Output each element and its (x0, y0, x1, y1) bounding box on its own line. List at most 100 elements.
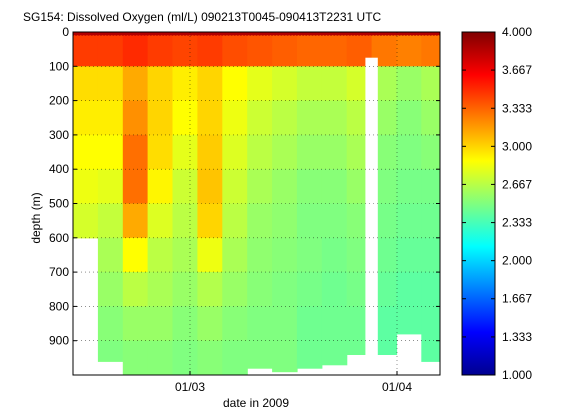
x-tick-label: 01/04 (382, 380, 412, 394)
heatmap-cell (73, 100, 99, 136)
heatmap-cell (97, 340, 124, 362)
heatmap-cell (197, 134, 223, 170)
heatmap-cell (147, 66, 174, 102)
heatmap-cell (172, 32, 198, 67)
heatmap-cell (421, 203, 440, 239)
heatmap-cell (421, 32, 440, 67)
heatmap-cell (222, 32, 248, 67)
heatmap-cell (272, 100, 298, 136)
heatmap-cell (396, 203, 422, 239)
heatmap-cell (73, 32, 99, 67)
heatmap-cell (222, 169, 248, 205)
heatmap-cell (272, 169, 298, 205)
heatmap-cell (321, 203, 348, 239)
heatmap-cell (197, 306, 223, 342)
heatmap-cell (122, 66, 149, 102)
heatmap-cell (247, 134, 273, 170)
heatmap-cell (247, 169, 273, 205)
chart-title: SG154: Dissolved Oxygen (ml/L) 090213T00… (23, 10, 382, 24)
heatmap-cell (197, 237, 223, 273)
heatmap-cell (172, 237, 198, 273)
heatmap-cell (147, 340, 174, 375)
heatmap-cell (247, 66, 273, 102)
heatmap-cell (421, 66, 440, 102)
heatmap-cell (97, 169, 124, 205)
data-gaps (365, 57, 378, 375)
heatmap-cell (122, 237, 149, 273)
heatmap-cell (222, 134, 248, 170)
heatmap-cell (247, 100, 273, 136)
heatmap-cell (296, 272, 323, 307)
colorbar-tick-label: 2.667 (502, 177, 532, 191)
heatmap-cell (247, 237, 273, 273)
heatmap-cell (172, 169, 198, 205)
heatmap-cell (222, 306, 248, 342)
data-gap (365, 57, 378, 375)
heatmap-cell (122, 203, 149, 239)
colorbar-tick-label: 4.000 (502, 25, 532, 39)
heatmap-cell (296, 306, 323, 342)
heatmap-cell (222, 203, 248, 239)
heatmap-cell (272, 306, 298, 342)
heatmap-cell (197, 100, 223, 136)
x-tick-label: 01/03 (175, 380, 205, 394)
heatmap-cell (172, 66, 198, 102)
heatmap-cell (396, 169, 422, 205)
heatmap-cell (147, 100, 174, 136)
heatmap-cell (272, 272, 298, 307)
heatmap-cell (321, 32, 348, 67)
heatmap-cell (97, 32, 124, 67)
y-axis-ticks: 0 100 200 300 400 500 600 700 800 900 (49, 25, 440, 348)
heatmap-cell (296, 134, 323, 170)
y-tick-label: 900 (49, 334, 69, 348)
heatmap-cell (296, 169, 323, 205)
colorbar-tick-label: 3.333 (502, 101, 532, 115)
heatmap-cell (421, 237, 440, 273)
heatmap-cell (172, 340, 198, 375)
heatmap-cell (122, 32, 149, 67)
heatmap-cell (222, 237, 248, 273)
colorbar-tick-label: 3.667 (502, 63, 532, 77)
heatmap-cell (247, 340, 273, 369)
heatmap-cell (222, 66, 248, 102)
heatmap-cell (272, 32, 298, 67)
heatmap-cell (147, 203, 174, 239)
heatmap-cell (97, 100, 124, 136)
heatmap-cell (396, 134, 422, 170)
heatmap-cell (421, 169, 440, 205)
heatmap-cell (147, 306, 174, 342)
colorbar-tick-label: 2.000 (502, 254, 532, 268)
colorbar (461, 31, 496, 376)
heatmap-cell (421, 272, 440, 307)
colorbar-tick-label: 3.000 (502, 139, 532, 153)
heatmap-cell (321, 169, 348, 205)
heatmap-cell (147, 134, 174, 170)
heatmap-cell (197, 340, 223, 375)
y-tick-label: 200 (49, 94, 69, 108)
heatmap-cell (222, 340, 248, 375)
heatmap-cell (296, 100, 323, 136)
heatmap-cell (272, 66, 298, 102)
x-axis-ticks: 01/03 01/04 (175, 371, 412, 394)
heatmap-cell (172, 203, 198, 239)
heatmap-cell (296, 237, 323, 273)
heatmap-cell (172, 306, 198, 342)
heatmap-cell (147, 237, 174, 273)
heatmap-cell (321, 100, 348, 136)
heatmap-cell (421, 340, 440, 362)
surface-readings (73, 32, 440, 36)
heatmap-cell (122, 306, 149, 342)
heatmap-cell (321, 340, 348, 366)
heatmap-cell (321, 134, 348, 170)
heatmap-cell (321, 272, 348, 307)
heatmap-cell (122, 169, 149, 205)
heatmap-cells (73, 32, 440, 375)
heatmap-cell (97, 203, 124, 239)
heatmap-cell (73, 203, 99, 239)
heatmap-cell (371, 340, 398, 355)
heatmap-cell (247, 32, 273, 67)
heatmap-cell (272, 134, 298, 170)
y-tick-label: 800 (49, 299, 69, 313)
heatmap-cell (147, 169, 174, 205)
heatmap-cell (296, 203, 323, 239)
